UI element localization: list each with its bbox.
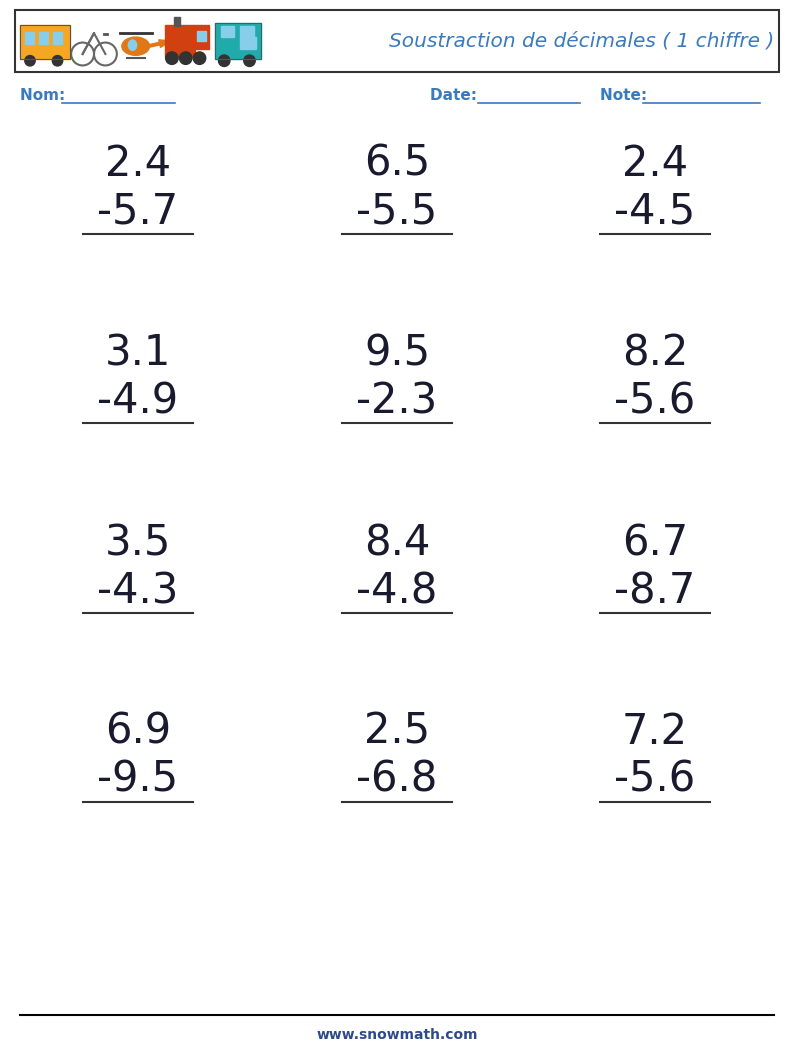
Text: 6.7: 6.7 — [622, 522, 688, 564]
Text: 7.2: 7.2 — [622, 711, 688, 753]
Text: -9.5: -9.5 — [98, 759, 179, 801]
Text: 8.2: 8.2 — [622, 332, 688, 374]
Text: -8.7: -8.7 — [615, 570, 696, 612]
Circle shape — [179, 52, 192, 64]
Text: Note:: Note: — [600, 87, 653, 102]
Bar — [240, 26, 253, 37]
Bar — [221, 26, 234, 37]
Bar — [39, 33, 48, 43]
Text: www.snowmath.com: www.snowmath.com — [316, 1028, 478, 1042]
Text: -4.9: -4.9 — [98, 380, 179, 422]
Text: 6.9: 6.9 — [105, 711, 171, 753]
Text: 3.5: 3.5 — [105, 522, 172, 564]
Ellipse shape — [129, 40, 137, 51]
Bar — [165, 25, 195, 57]
Circle shape — [25, 56, 35, 66]
Text: 2.5: 2.5 — [364, 711, 430, 753]
Bar — [215, 23, 261, 59]
Bar — [20, 25, 70, 59]
Text: 6.5: 6.5 — [364, 143, 430, 185]
Text: Nom:: Nom: — [20, 87, 71, 102]
Text: Date:: Date: — [430, 87, 482, 102]
FancyArrow shape — [148, 40, 171, 47]
Text: -5.6: -5.6 — [615, 759, 696, 801]
Circle shape — [244, 55, 255, 66]
Circle shape — [193, 52, 206, 64]
Bar — [195, 25, 209, 48]
Text: 2.4: 2.4 — [105, 143, 171, 185]
Bar — [174, 17, 179, 26]
Bar — [241, 37, 256, 48]
Text: 3.1: 3.1 — [105, 332, 172, 374]
Text: Soustraction de décimales ( 1 chiffre ): Soustraction de décimales ( 1 chiffre ) — [389, 32, 774, 51]
Text: -6.8: -6.8 — [357, 759, 437, 801]
Text: 9.5: 9.5 — [364, 332, 430, 374]
Text: -2.3: -2.3 — [357, 380, 437, 422]
Text: -5.5: -5.5 — [357, 191, 437, 233]
Circle shape — [218, 55, 230, 66]
Bar — [197, 31, 206, 41]
Ellipse shape — [122, 37, 149, 56]
Bar — [20, 25, 70, 59]
Text: -5.7: -5.7 — [98, 191, 179, 233]
Bar — [53, 33, 62, 43]
Bar — [15, 9, 779, 72]
Bar — [25, 33, 34, 43]
Text: 8.4: 8.4 — [364, 522, 430, 564]
Text: 2.4: 2.4 — [622, 143, 688, 185]
Text: -4.8: -4.8 — [357, 570, 437, 612]
Text: -4.5: -4.5 — [615, 191, 696, 233]
Text: -5.6: -5.6 — [615, 380, 696, 422]
Text: -4.3: -4.3 — [98, 570, 179, 612]
Bar — [215, 23, 261, 59]
Circle shape — [166, 52, 178, 64]
Circle shape — [52, 56, 63, 66]
